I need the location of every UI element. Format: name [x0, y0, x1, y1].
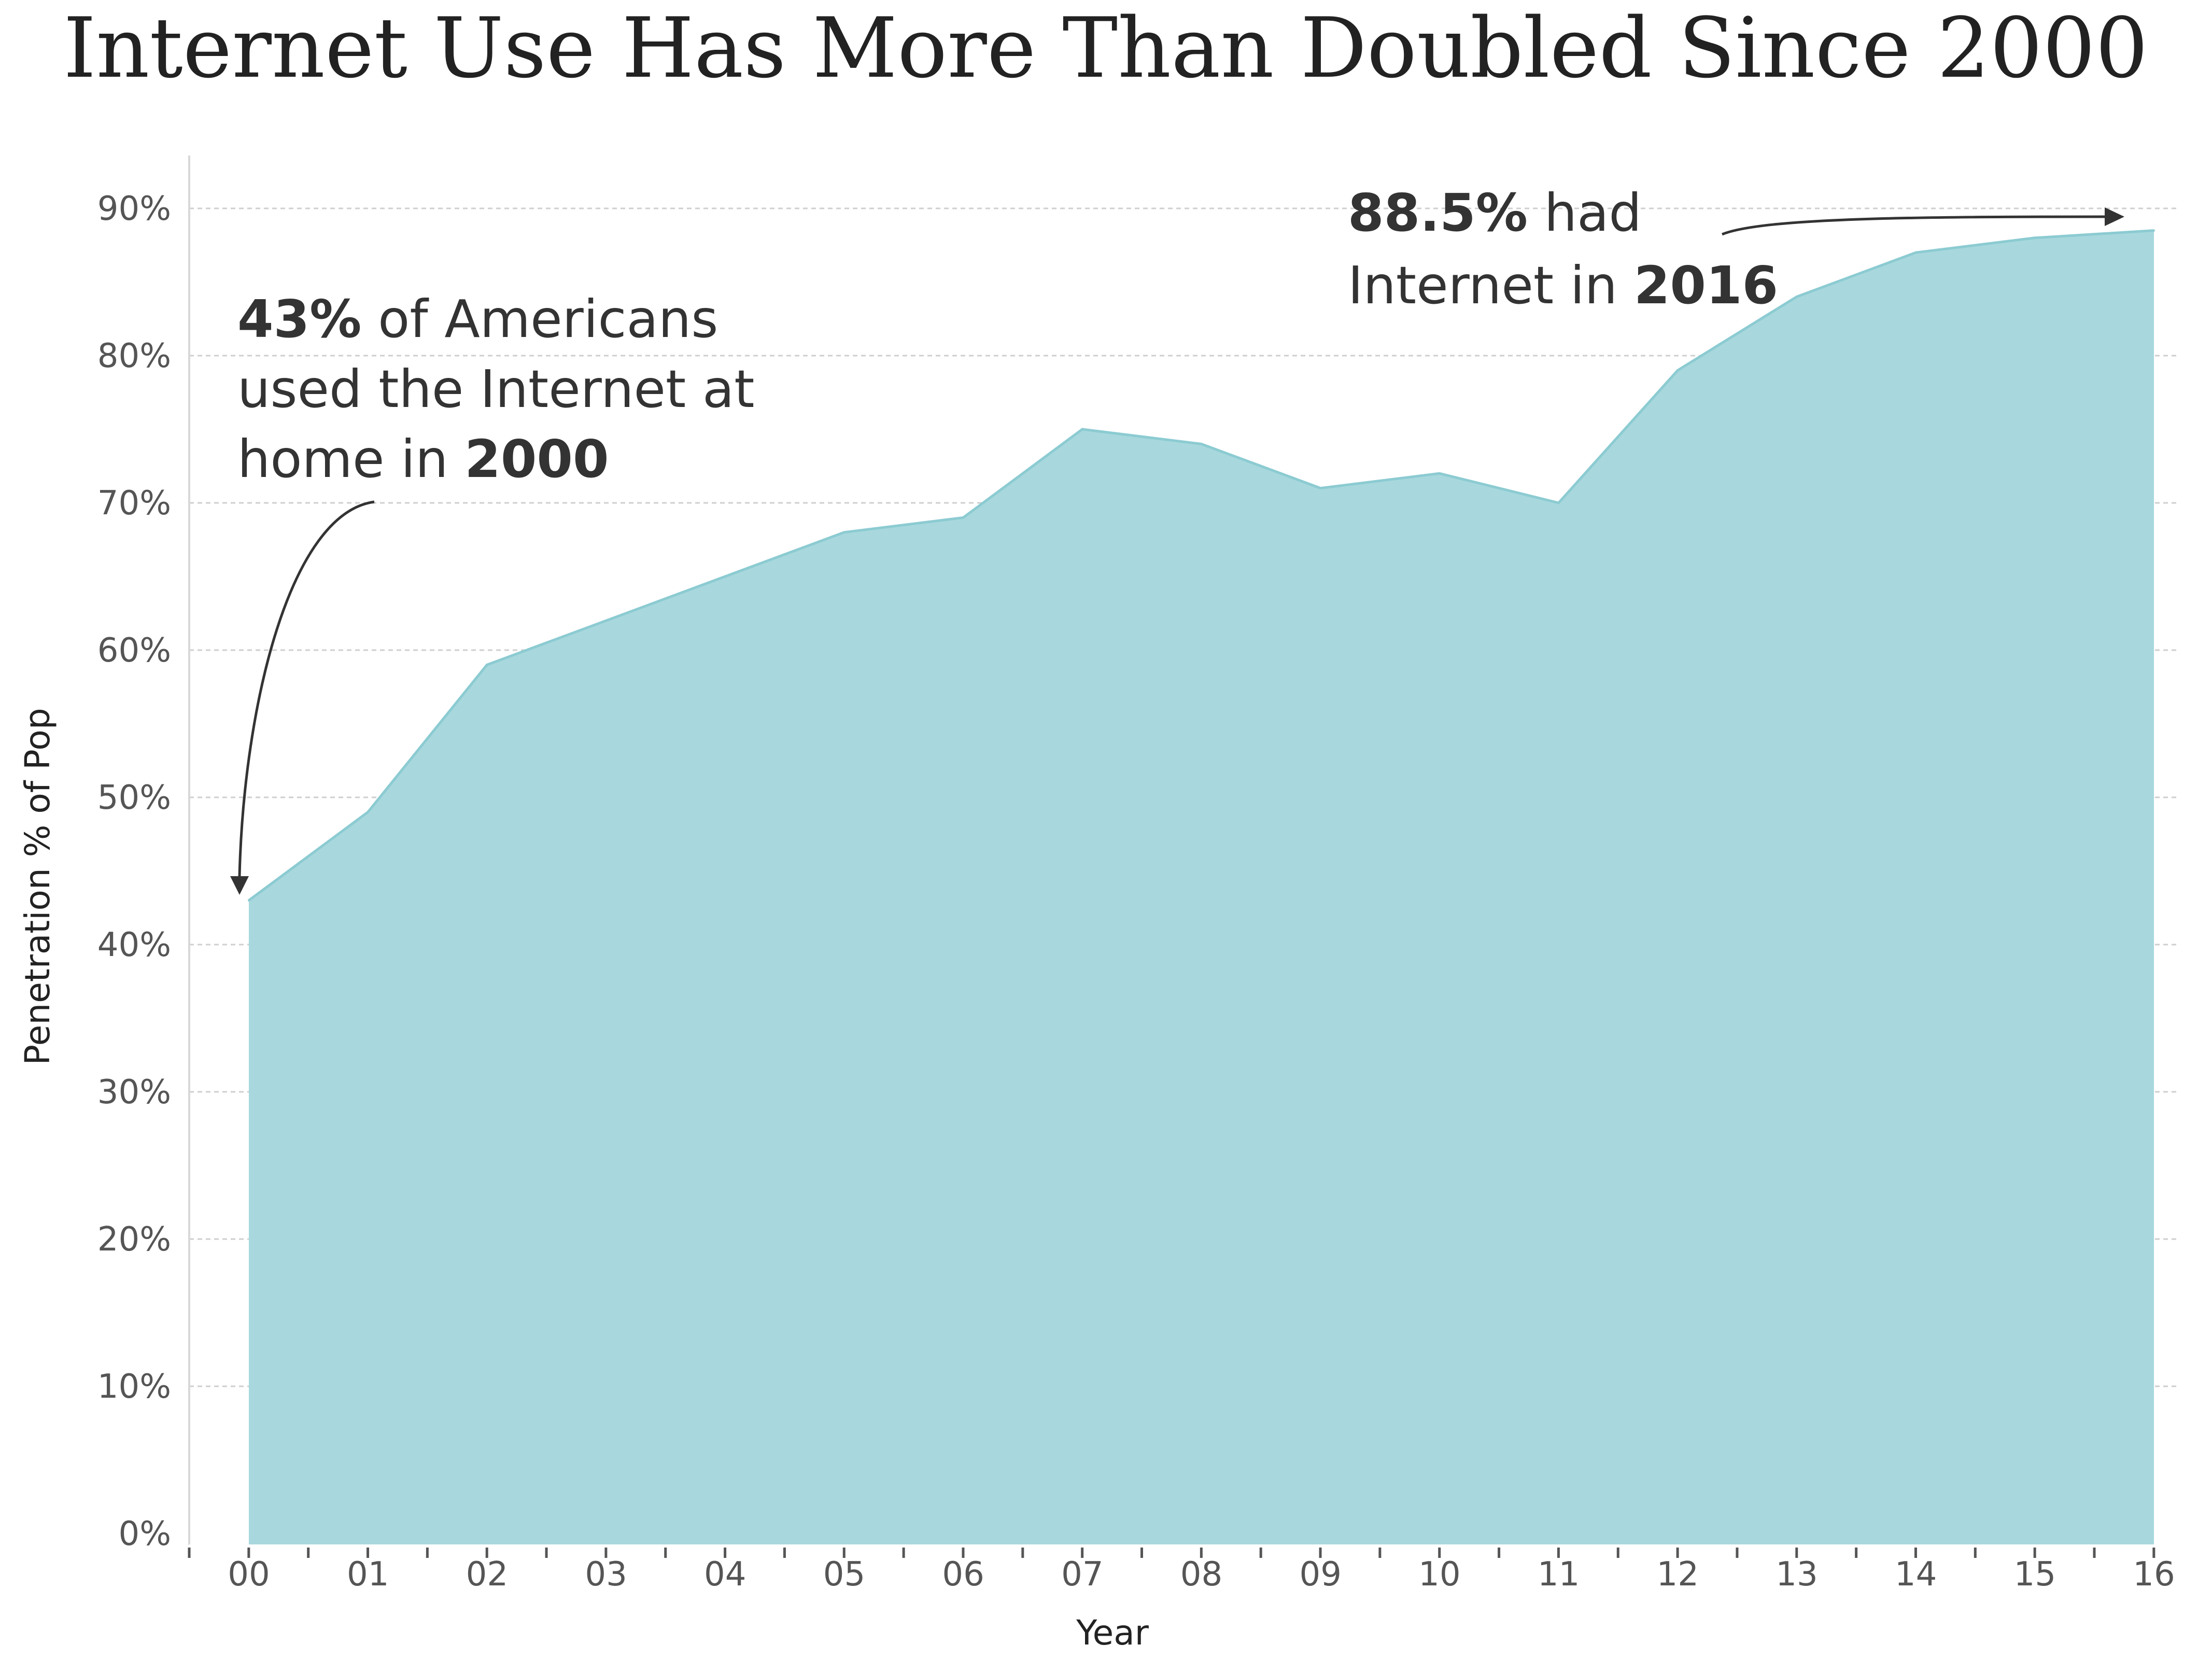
arrowhead-icon: [2105, 207, 2124, 226]
x-axis: 00 01 02 03 04 05 06 07 08 09 10 11 12 13 14 15 16: [188, 1544, 2177, 1594]
data-point: [1081, 428, 1083, 430]
data-point: [1200, 443, 1203, 445]
data-point: [1676, 369, 1679, 372]
y-tick-label: 10%: [97, 1368, 171, 1406]
x-tick-label: 15: [2014, 1555, 2056, 1594]
x-tick-label: 03: [585, 1555, 627, 1594]
data-point: [962, 516, 965, 519]
data-point: [843, 531, 846, 533]
y-tick-label: 30%: [97, 1073, 171, 1112]
area-fill: [249, 230, 2154, 1545]
x-tick-label: 02: [466, 1555, 508, 1594]
x-tick-label: 01: [347, 1555, 389, 1594]
data-point: [605, 620, 608, 622]
data-point: [486, 664, 488, 666]
annotation-2000: 43% of Americans used the Internet at home…: [237, 289, 755, 489]
y-tick-label: 20%: [97, 1220, 171, 1259]
y-tick-label: 80%: [97, 337, 171, 375]
annotation-arrow-2000: [238, 500, 375, 877]
x-tick-label: 13: [1776, 1555, 1817, 1594]
x-tick-label: 07: [1061, 1555, 1103, 1594]
data-point: [367, 811, 369, 813]
data-point: [1795, 296, 1798, 298]
y-tick-label: 0%: [118, 1515, 171, 1553]
y-tick-label: 50%: [97, 779, 171, 817]
x-tick-label: 09: [1299, 1555, 1341, 1594]
x-tick-label: 12: [1657, 1555, 1699, 1594]
x-tick-label: 06: [942, 1555, 984, 1594]
annotation-arrow-2016: [1722, 215, 2105, 236]
x-axis-label: Year: [1076, 1613, 1149, 1653]
chart-title: Internet Use Has More Than Doubled Since…: [63, 0, 2148, 96]
x-tick-label: 16: [2133, 1555, 2175, 1594]
x-tick-label: 04: [704, 1555, 746, 1594]
data-point: [248, 899, 250, 902]
data-point: [1319, 487, 1322, 489]
x-tick-label: 11: [1538, 1555, 1580, 1594]
y-tick-label: 90%: [97, 190, 171, 228]
x-tick-label: 14: [1895, 1555, 1937, 1594]
x-tick-label: 05: [823, 1555, 865, 1594]
annotations: 43% of Americans used the Internet at home…: [230, 182, 2124, 895]
y-axis: 0% 10% 20% 30% 40% 50% 60% 70% 80% 90%: [97, 156, 190, 1553]
data-point: [1557, 502, 1560, 504]
x-tick-label: 00: [228, 1555, 270, 1594]
y-tick-label: 60%: [97, 631, 171, 670]
y-axis-label: Penetration % of Pop: [18, 708, 58, 1065]
data-point: [1914, 251, 1917, 254]
arrowhead-icon: [230, 876, 249, 895]
annotation-2016: 88.5% had Internet in 2016: [1348, 182, 1778, 316]
data-point: [1438, 472, 1441, 475]
data-point: [2034, 236, 2036, 239]
data-point: [724, 575, 726, 578]
data-point: [2153, 229, 2155, 232]
x-tick-label: 10: [1418, 1555, 1460, 1594]
x-tick-label: 08: [1180, 1555, 1222, 1594]
area-series: [248, 229, 2155, 1545]
y-tick-label: 70%: [97, 484, 171, 523]
y-tick-label: 40%: [97, 926, 171, 964]
